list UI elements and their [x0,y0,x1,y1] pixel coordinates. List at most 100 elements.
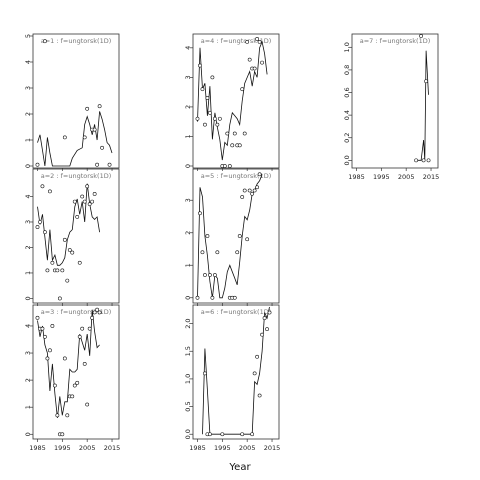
data-point [65,413,70,418]
panel-6: 0 1 2 3 4 1985 1995 2005 2015 a=3 : f=ungtorsk(1D… [24,304,121,452]
data-point [90,199,95,204]
x-tick-label: 2015 [264,444,281,452]
data-point [62,237,67,242]
panel-frame [32,304,120,440]
y-tick-label: 2 [184,231,192,235]
data-point [419,34,423,38]
y-tick-label: 1 [184,263,192,267]
x-tick-label: 2005 [239,444,256,452]
series-line [37,183,100,266]
panel-label: a=4 : f=ungtorsk(1D) [201,37,272,45]
data-point [75,380,80,385]
panel-frame [32,168,120,304]
y-tick-label: 1.0 [184,374,192,384]
data-point [210,295,215,300]
data-point [252,66,257,71]
data-point [230,143,235,148]
data-point [72,199,77,204]
data-point [40,184,45,189]
y-tick-label: 2 [24,245,32,249]
data-point [200,250,205,255]
data-point [240,87,245,92]
panels-layer: 0 1 2 3 4 5 a=1 : f=ungtorsk(1D) 0 1 2 3 4 a=4 : f=u… [24,33,439,452]
y-tick-label: 3 [24,351,32,355]
panel-3: 0.0 0.2 0.4 0.6 0.8 1.0 1985 1995 2005 2015 a=7 : … [343,33,439,181]
y-tick-label: 0.0 [184,429,192,439]
data-point [421,158,426,163]
y-tick-label: 2 [24,112,32,116]
data-point [62,135,67,140]
data-point [217,116,222,121]
y-tick-label: 1 [24,405,32,409]
data-point [82,135,87,140]
data-point [260,332,264,337]
data-point [198,211,202,216]
x-tick-label: 2015 [104,444,121,452]
panel-1: 0 1 2 3 4 5 a=1 : f=ungtorsk(1D) [24,33,120,171]
panel-frame [192,304,280,440]
data-point [255,37,260,41]
data-point [45,268,50,273]
data-point [80,326,85,331]
y-tick-label: 3 [184,198,192,202]
data-point [48,348,52,353]
y-tick-label: 1 [24,271,32,275]
data-point [90,315,95,320]
data-point [257,172,262,177]
data-point [210,75,215,80]
y-tick-label: 0 [24,296,32,300]
data-point [95,307,100,312]
data-point [107,162,112,167]
data-point [75,214,80,219]
data-point [255,354,260,359]
data-point [40,326,45,331]
data-point [100,145,104,150]
data-point [35,162,40,167]
data-point [252,188,257,193]
data-point [85,402,90,407]
data-point [80,194,85,199]
y-tick-label: 0 [24,164,32,168]
x-tick-label: 1985 [29,444,46,452]
data-point [222,164,227,168]
data-point [232,131,237,136]
data-point [87,326,92,331]
panel-label: a=3 : f=ungtorsk(1D) [41,308,112,316]
data-point [195,295,200,300]
data-point [38,220,42,224]
data-point [50,260,55,265]
y-tick-label: 0 [184,296,192,300]
data-point [85,184,90,189]
data-point [50,324,55,328]
data-point [82,199,87,204]
data-point [247,188,252,193]
y-tick-label: 1.0 [343,42,351,52]
y-tick-label: 0.5 [184,401,192,411]
data-point [92,192,97,196]
data-point [262,316,267,320]
data-point [257,393,262,398]
data-point [237,143,242,148]
panel-4: 0 1 2 3 4 a=2 : f=ungtorsk(1D) [24,168,120,306]
data-point [57,296,62,301]
data-point [250,432,255,437]
data-point [92,310,97,315]
y-tick-label: 0.0 [343,155,351,165]
data-point [67,248,72,252]
x-axis-title: Year [228,462,251,473]
data-point [220,432,225,437]
x-tick-label: 1995 [373,173,390,181]
data-point [240,195,245,199]
x-tick-label: 1985 [189,444,206,452]
y-tick-label: 4 [24,324,32,328]
data-point [203,122,207,127]
data-point [255,185,260,190]
y-tick-label: 0 [24,432,32,436]
y-tick-label: 1.5 [184,346,192,356]
data-point [245,237,250,242]
y-tick-label: 3 [24,220,32,224]
series-line [416,50,429,161]
data-point [215,250,220,255]
y-tick-label: 0.6 [343,87,351,97]
data-point [97,104,102,109]
